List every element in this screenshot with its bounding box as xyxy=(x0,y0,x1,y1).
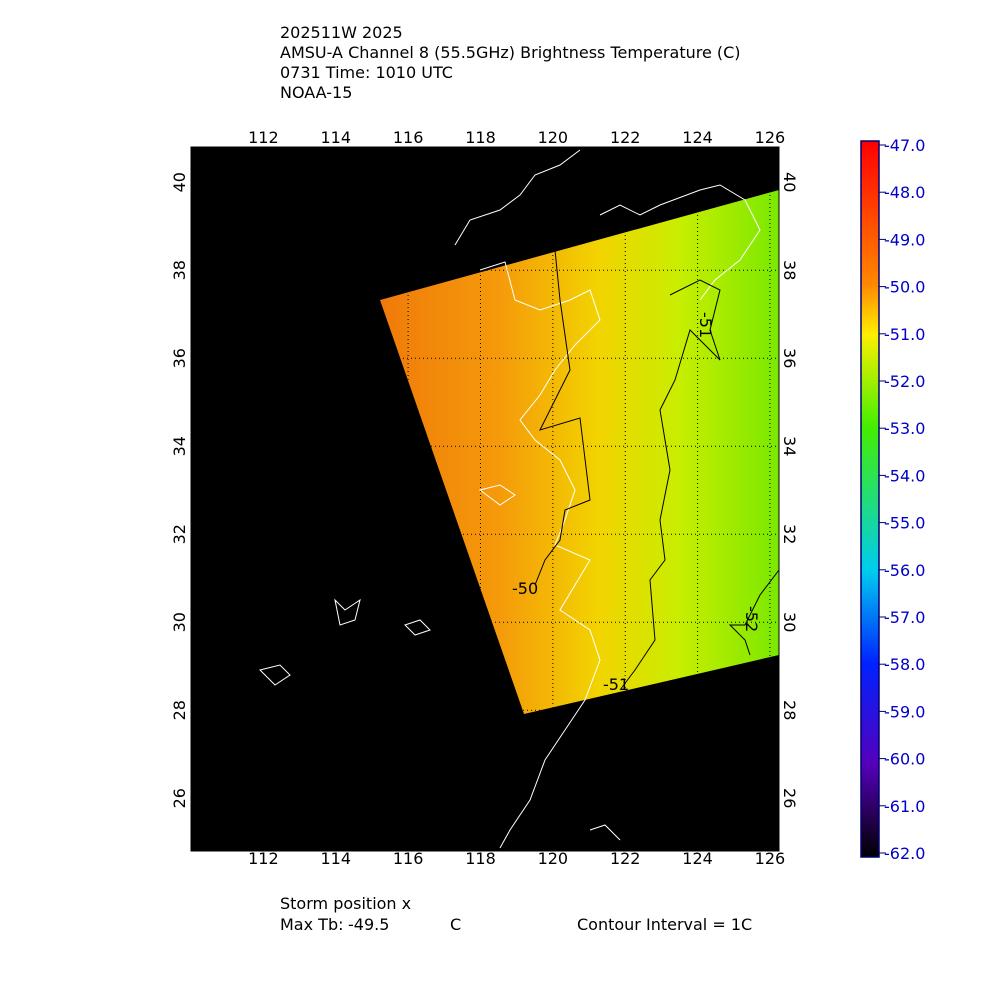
colorbar-label: -52.0 xyxy=(884,372,925,391)
colorbar-label: -54.0 xyxy=(884,466,925,485)
lon-label-top: 124 xyxy=(682,128,713,147)
map-frame xyxy=(190,146,780,852)
lon-label-bottom: 112 xyxy=(248,849,279,868)
colorbar-label: -51.0 xyxy=(884,325,925,344)
max-tb-label: Max Tb: xyxy=(280,915,343,934)
lon-label-bottom: 116 xyxy=(393,849,424,868)
title-line: 202511W 2025 xyxy=(280,23,403,42)
colorbar-label: -60.0 xyxy=(884,750,925,769)
lat-label-left: 40 xyxy=(170,172,189,192)
lon-label-top: 116 xyxy=(393,128,424,147)
lon-label-bottom: 114 xyxy=(320,849,351,868)
colorbar xyxy=(860,140,880,858)
contour-label: -51 xyxy=(603,675,629,694)
lat-label-right: 28 xyxy=(780,700,799,720)
colorbar-label: -57.0 xyxy=(884,608,925,627)
lat-label-right: 40 xyxy=(780,172,799,192)
lon-label-bottom: 126 xyxy=(755,849,786,868)
colorbar-label: -53.0 xyxy=(884,419,925,438)
lon-label-top: 126 xyxy=(755,128,786,147)
storm-position: Storm position x xyxy=(280,894,411,913)
lat-label-right: 38 xyxy=(780,260,799,280)
lon-label-bottom: 122 xyxy=(610,849,641,868)
contour-label: -51 xyxy=(696,312,715,338)
contour-label: -50 xyxy=(512,579,538,598)
lon-label-top: 112 xyxy=(248,128,279,147)
colorbar-label: -49.0 xyxy=(884,230,925,249)
lat-label-left: 34 xyxy=(170,436,189,456)
colorbar-label: -61.0 xyxy=(884,797,925,816)
colorbar-label: -48.0 xyxy=(884,183,925,202)
lon-label-top: 118 xyxy=(465,128,496,147)
lat-label-left: 26 xyxy=(170,788,189,808)
lon-label-bottom: 120 xyxy=(538,849,569,868)
colorbar-label: -55.0 xyxy=(884,514,925,533)
lon-label-top: 122 xyxy=(610,128,641,147)
coastlines xyxy=(259,149,761,849)
lat-label-right: 36 xyxy=(780,348,799,368)
lon-label-bottom: 124 xyxy=(682,849,713,868)
max-tb-unit: C xyxy=(450,915,461,934)
lat-label-right: 34 xyxy=(780,436,799,456)
colorbar-label: -56.0 xyxy=(884,561,925,580)
lat-label-left: 32 xyxy=(170,524,189,544)
lat-label-right: 32 xyxy=(780,524,799,544)
swath xyxy=(380,190,779,714)
colorbar-label: -47.0 xyxy=(884,136,925,155)
contours xyxy=(534,249,780,691)
title-line: AMSU-A Channel 8 (55.5GHz) Brightness Te… xyxy=(280,43,741,62)
max-tb-value: -49.5 xyxy=(348,915,389,934)
contour-label: -52 xyxy=(742,606,761,632)
colorbar-label: -62.0 xyxy=(884,844,925,863)
lat-label-left: 28 xyxy=(170,700,189,720)
colorbar-label: -58.0 xyxy=(884,655,925,674)
colorbar-label: -50.0 xyxy=(884,278,925,297)
lat-label-left: 30 xyxy=(170,612,189,632)
lat-label-left: 38 xyxy=(170,260,189,280)
title-line: 0731 Time: 1010 UTC xyxy=(280,63,453,82)
lat-label-right: 30 xyxy=(780,612,799,632)
lat-label-right: 26 xyxy=(780,788,799,808)
contour-interval: Contour Interval = 1C xyxy=(577,915,752,934)
lon-label-bottom: 118 xyxy=(465,849,496,868)
lon-label-top: 120 xyxy=(538,128,569,147)
lon-label-top: 114 xyxy=(320,128,351,147)
lat-label-left: 36 xyxy=(170,348,189,368)
colorbar-label: -59.0 xyxy=(884,702,925,721)
title-line: NOAA-15 xyxy=(280,83,352,102)
